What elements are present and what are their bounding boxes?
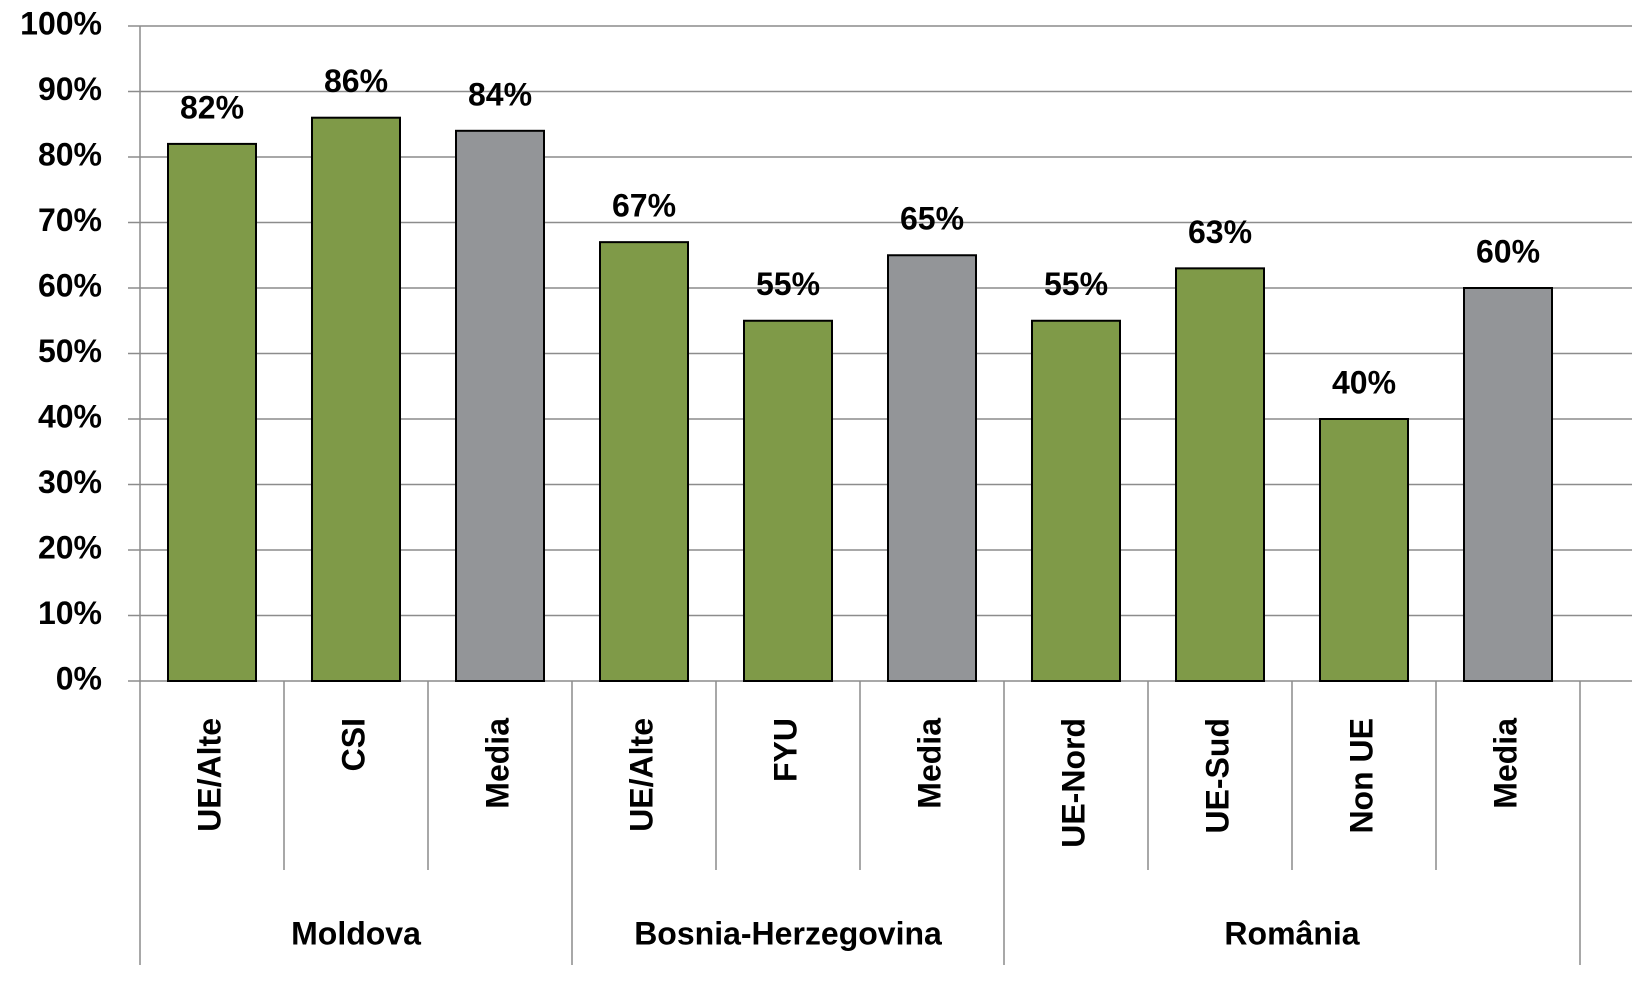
value-label: 40% [1332, 364, 1396, 400]
y-tick-label: 20% [38, 529, 102, 565]
value-label: 55% [756, 266, 820, 302]
value-label: 65% [900, 201, 964, 237]
value-label: 60% [1476, 233, 1540, 269]
y-tick-label: 80% [38, 136, 102, 172]
bar [887, 254, 977, 682]
x-tick-label: UE/Alte [623, 718, 659, 832]
y-tick-label: 60% [38, 267, 102, 303]
value-label: 67% [612, 188, 676, 224]
x-tick-label: FYU [767, 718, 803, 782]
bar [599, 241, 689, 682]
bar [1031, 319, 1121, 682]
bar [167, 142, 257, 682]
x-tick-label: Media [1487, 718, 1523, 809]
bar [1175, 267, 1265, 682]
x-tick-label: Media [911, 718, 947, 809]
y-tick-label: 50% [38, 333, 102, 369]
value-label: 82% [180, 89, 244, 125]
group-label: România [1224, 915, 1359, 951]
x-tick-label: UE-Nord [1055, 718, 1091, 848]
y-tick-label: 40% [38, 398, 102, 434]
y-tick-label: 10% [38, 595, 102, 631]
x-tick-label: Non UE [1343, 718, 1379, 834]
group-label: Moldova [291, 915, 421, 951]
value-label: 55% [1044, 266, 1108, 302]
bar [1319, 418, 1409, 682]
bar [455, 129, 545, 683]
bar [311, 116, 401, 682]
y-tick-label: 70% [38, 202, 102, 238]
x-tick-label: UE-Sud [1199, 718, 1235, 834]
value-label: 84% [468, 76, 532, 112]
bar [1463, 287, 1553, 682]
x-tick-label: Media [479, 718, 515, 809]
y-tick-label: 30% [38, 464, 102, 500]
bar [743, 319, 833, 682]
group-label: Bosnia-Herzegovina [634, 915, 942, 951]
value-label: 86% [324, 63, 388, 99]
value-label: 63% [1188, 214, 1252, 250]
y-tick-label: 100% [20, 5, 102, 41]
y-tick-label: 90% [38, 71, 102, 107]
x-tick-label: CSI [335, 718, 371, 771]
x-tick-label: UE/Alte [191, 718, 227, 832]
y-tick-label: 0% [56, 660, 102, 696]
